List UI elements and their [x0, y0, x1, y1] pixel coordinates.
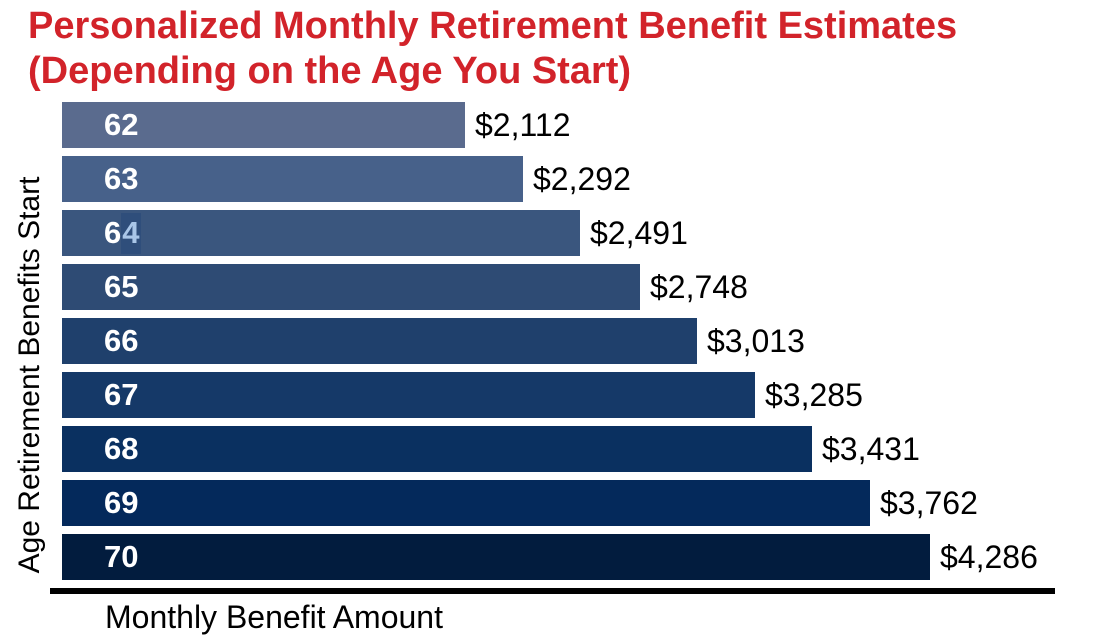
bar-row: 65 $2,748: [62, 264, 1038, 310]
bar: 70: [62, 534, 930, 580]
age-label: 66: [104, 323, 139, 358]
value-label: $2,112: [475, 106, 571, 143]
bar: 65: [62, 264, 640, 310]
bar: 69: [62, 480, 870, 526]
chart-title-line2: (Depending on the Age You Start): [28, 50, 632, 92]
value-label: $2,292: [533, 160, 631, 197]
bar: 66: [62, 318, 697, 364]
value-label: $2,748: [650, 268, 748, 305]
selected-digit: 4: [121, 212, 141, 254]
value-label: $3,013: [707, 322, 805, 359]
age-label: 69: [104, 485, 139, 520]
age-label-text: 6: [104, 214, 122, 250]
age-label: 68: [104, 431, 139, 466]
page-title: Personalized Monthly Retirement Benefit …: [28, 4, 957, 94]
age-label: 62: [104, 107, 139, 142]
age-label: 70: [104, 539, 139, 574]
value-label: $3,285: [765, 376, 863, 413]
x-axis-label: Monthly Benefit Amount: [105, 599, 443, 635]
chart-title-line1: Personalized Monthly Retirement Benefit …: [28, 5, 958, 47]
age-label: 64: [62, 212, 141, 254]
y-axis-label: Age Retirement Benefits Start: [13, 176, 46, 574]
bar-row: 69 $3,762: [62, 480, 1038, 526]
bar-row: 70 $4,286: [62, 534, 1038, 580]
x-axis-line: [50, 588, 1055, 594]
value-label: $4,286: [940, 538, 1038, 575]
value-label: $2,491: [590, 214, 688, 251]
bar-row: 66 $3,013: [62, 318, 1038, 364]
bar-row: 62 $2,112: [62, 102, 1038, 148]
bar: 64: [62, 210, 580, 256]
bar: 62: [62, 102, 465, 148]
bar: 63: [62, 156, 523, 202]
bar-row: 68 $3,431: [62, 426, 1038, 472]
bar: 67: [62, 372, 755, 418]
age-label: 67: [104, 377, 139, 412]
bar-row: 63 $2,292: [62, 156, 1038, 202]
bar-row: 64 $2,491: [62, 210, 1038, 256]
bar-chart: 62 $2,112 63 $2,292 64 $2,491 65 $2,748 …: [62, 102, 1038, 588]
age-label: 63: [104, 161, 139, 196]
bar-row: 67 $3,285: [62, 372, 1038, 418]
value-label: $3,762: [880, 484, 978, 521]
age-label: 65: [104, 269, 139, 304]
value-label: $3,431: [822, 430, 920, 467]
bar: 68: [62, 426, 812, 472]
